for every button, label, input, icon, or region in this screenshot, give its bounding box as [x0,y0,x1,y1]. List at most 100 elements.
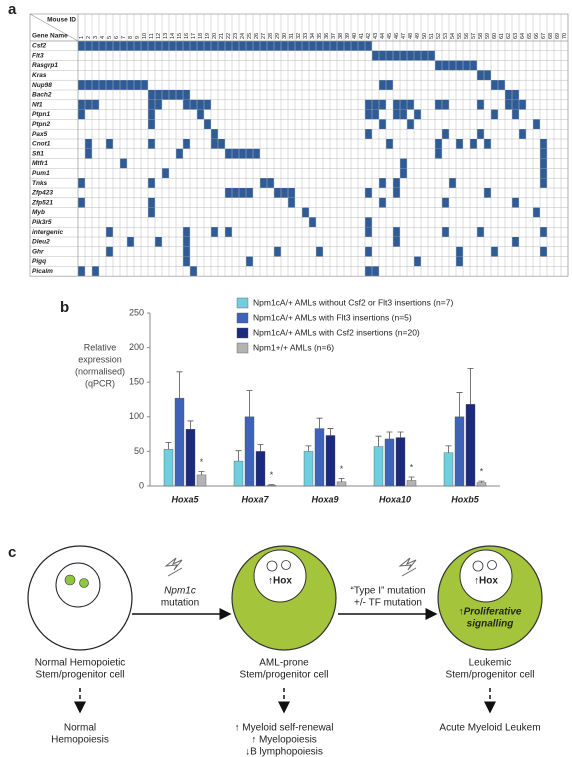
insertion-cell [239,148,246,159]
insertion-cell [449,60,456,71]
error-bar [305,445,312,452]
insertion-cell [274,41,281,51]
error-bar [327,428,334,436]
legend-swatch [236,297,249,309]
error-bar [165,442,172,450]
insertion-cell [281,188,288,198]
bar [174,397,185,487]
insertion-cell [204,99,211,110]
bar [266,485,277,487]
inner-label: ↑Hox [474,576,498,587]
bar [373,446,384,487]
mouse-id-label: 66 [534,33,540,39]
stage-label: AML-prone [259,658,309,669]
insertion-cell [78,197,85,208]
insertion-cell [127,41,134,51]
mouse-id-label: 10 [142,33,148,39]
insertion-cell [400,109,407,120]
corner-label: Mouse ID [47,17,76,24]
y-tick-label: 50 [134,446,144,456]
mouse-id-label: 46 [394,33,400,39]
insertion-cell [302,207,309,218]
insertion-cell [211,129,218,139]
insertion-cell [211,227,218,237]
insertion-cell [491,109,498,120]
error-bar [386,431,393,439]
mouse-id-label: 24 [240,33,246,39]
insertion-cell [393,188,400,198]
insertion-cell [540,148,547,159]
mouse-id-label: 33 [303,33,309,39]
mouse-id-label: 6 [114,36,120,39]
insertion-cell [400,99,407,110]
lightning-icon [164,557,183,577]
mouse-id-label: 14 [170,33,176,39]
insertion-cell [211,41,218,51]
insertion-cell [449,178,456,188]
insertion-cell [540,158,547,169]
corner-diagonal [29,13,79,42]
insertion-cell [484,70,491,81]
bar [196,474,207,487]
gene-label: Bach2 [32,92,52,99]
insertion-cell [274,188,281,198]
insertion-cell [372,266,379,277]
insertion-cell [190,99,197,110]
panel-label: b [60,299,69,316]
insertion-cell [92,266,99,277]
insertion-cell [533,207,540,218]
significance-marker: * [200,457,204,467]
gene-label: Picalm [32,268,53,275]
insertion-cell [197,109,204,120]
insertion-cell [260,178,267,188]
insertion-cell [134,80,141,90]
insertion-cell [225,227,232,237]
mouse-id-label: 39 [345,33,351,39]
gene-label: Flt3 [32,52,44,59]
mouse-id-label: 40 [352,33,358,39]
insertion-cell [85,80,92,90]
insertion-cell [379,99,386,110]
gene-label: Kras [32,72,47,79]
insertion-cell [148,99,155,110]
error-bar [478,480,485,483]
insertion-cell [78,266,85,277]
insertion-cell [92,99,99,110]
bar [303,451,314,487]
error-bar [316,417,323,429]
mouse-id-label: 37 [331,33,337,39]
insertion-cell [386,50,393,61]
gene-label: Zfp423 [31,190,53,197]
insertion-cell [183,99,190,110]
transition-label: +/- TF mutation [354,598,422,609]
legend-swatch [236,312,249,324]
mouse-id-label: 16 [184,33,190,39]
insertion-cell [344,41,351,51]
insertion-cell [477,129,484,139]
gene-label: Cnot1 [32,141,51,148]
insertion-cell [456,60,463,71]
mouse-id-label: 38 [338,33,344,39]
insertion-cell [512,99,519,110]
nucleolus [281,560,291,570]
insertion-cell [169,90,176,100]
y-tick-label: 250 [129,307,144,317]
insertion-cell [421,50,428,61]
insertion-cell [435,139,442,149]
insertion-cell [414,50,421,61]
legend-label: Npm1cA/+ AMLs without Csf2 or Flt3 inser… [253,297,453,307]
insertion-cell [442,60,449,71]
mouse-id-label: 57 [471,33,477,39]
insertion-cell [400,168,407,179]
mouse-id-label: 61 [499,33,505,39]
insertion-cell [512,109,519,120]
insertion-cell [183,139,190,149]
insertion-cell [148,109,155,120]
gene-label: Myb [32,209,45,216]
insertion-cell [477,227,484,237]
mouse-id-label: 20 [212,33,218,39]
insertion-cell [365,41,372,51]
insertion-cell [435,99,442,110]
y-tick-label: 200 [129,342,144,352]
insertion-cell [106,139,113,149]
